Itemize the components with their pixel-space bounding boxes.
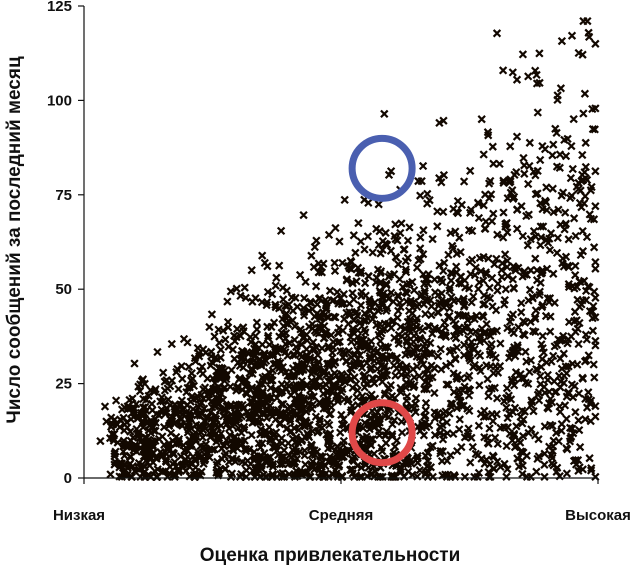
x-tick-label: Средняя [309, 507, 373, 524]
y-axis-title: Число сообщений за последний месяц [4, 56, 25, 424]
y-tick-label: 75 [55, 187, 72, 204]
data-points [96, 16, 600, 482]
y-ticks: 0 25 50 75 100 125 [47, 0, 84, 487]
x-tick-label: Низкая [53, 507, 105, 524]
y-tick-label: 50 [55, 281, 72, 298]
y-tick-label: 100 [47, 92, 72, 109]
red-circle [348, 399, 416, 467]
y-tick-label: 125 [47, 0, 72, 15]
x-ticks: Низкая Средняя Высокая [53, 478, 631, 524]
y-tick-label: 25 [55, 376, 72, 393]
x-tick-label: Высокая [565, 507, 631, 524]
scatter-points [96, 16, 600, 482]
blue-circle [348, 134, 416, 202]
highlight-circles [348, 134, 416, 467]
x-axis-title: Оценка привлекательности [200, 545, 461, 566]
y-tick-label: 0 [64, 470, 72, 487]
